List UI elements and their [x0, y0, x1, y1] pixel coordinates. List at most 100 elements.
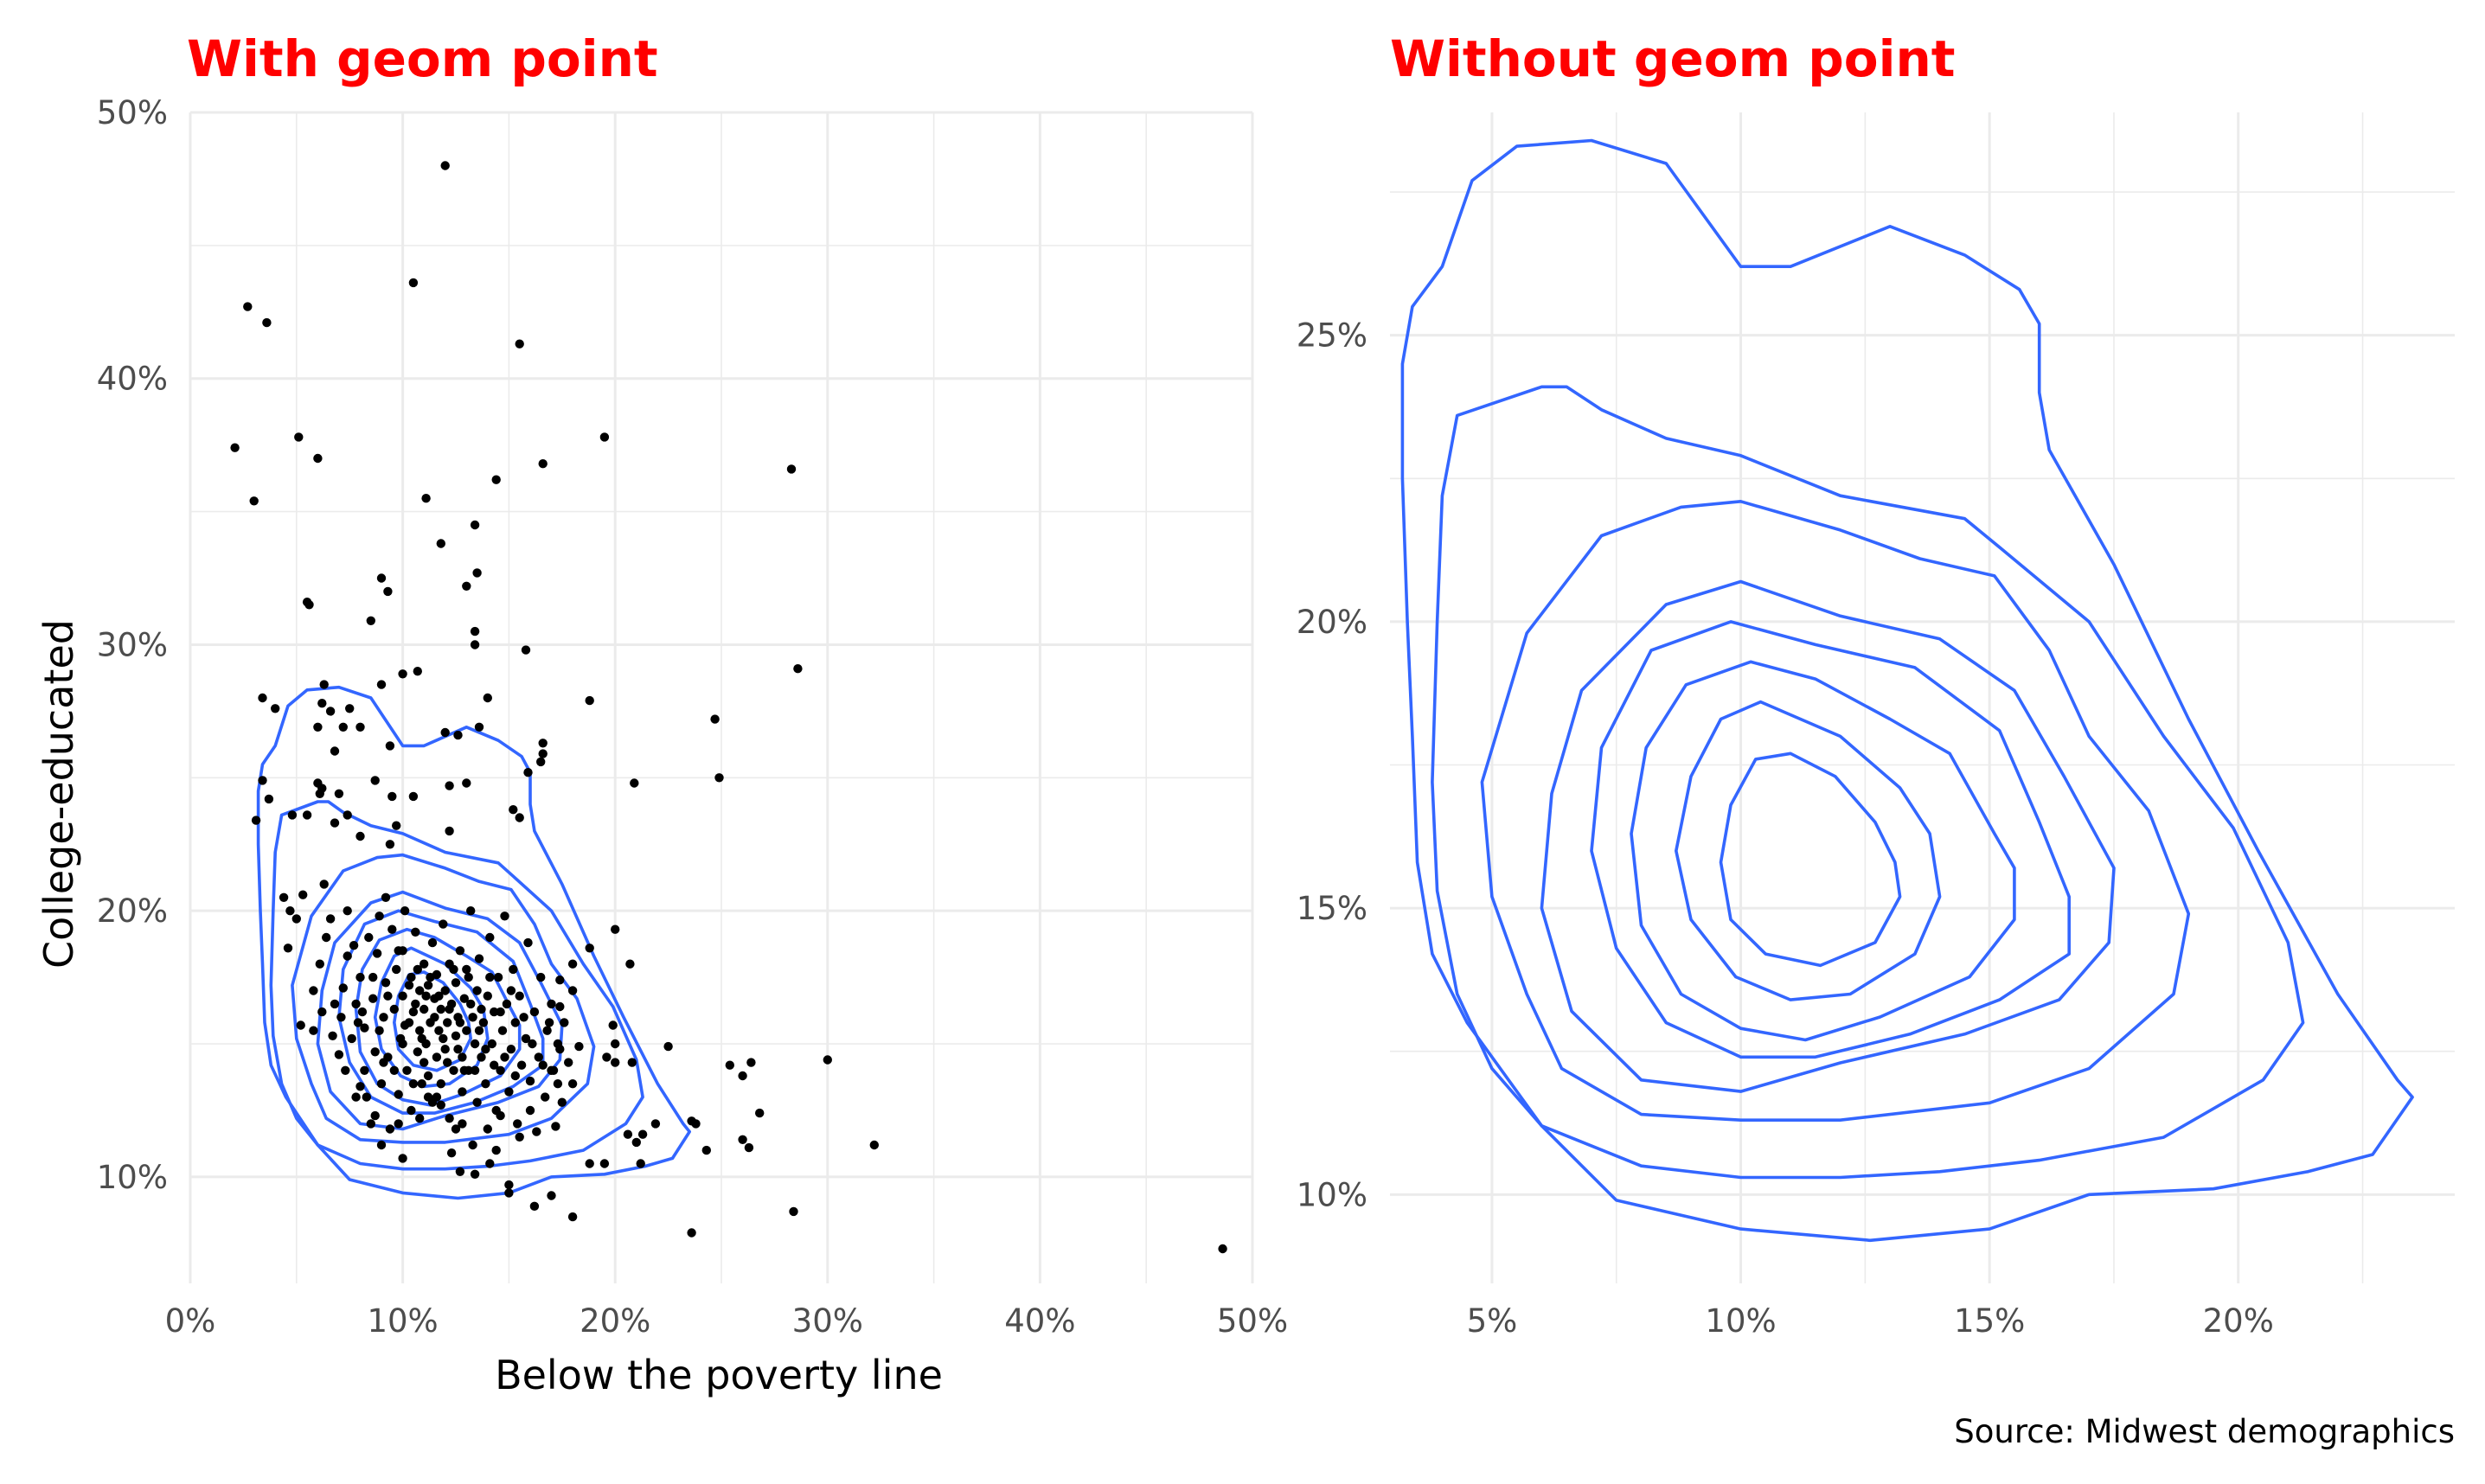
y-tick-label: 30%: [97, 626, 168, 663]
data-point: [496, 1007, 505, 1017]
data-point: [427, 937, 438, 948]
data-point: [449, 1065, 458, 1076]
data-point: [529, 1201, 540, 1212]
data-point: [283, 943, 293, 953]
data-point: [336, 1013, 346, 1022]
data-point: [398, 991, 407, 1001]
x-tick-label: 20%: [2203, 1302, 2274, 1340]
data-point: [466, 906, 476, 916]
data-point: [585, 943, 594, 953]
density-contour-3: [1630, 660, 2016, 1042]
data-point: [370, 1110, 380, 1121]
data-point: [343, 906, 352, 916]
data-point: [319, 880, 329, 889]
data-point: [468, 1140, 477, 1150]
data-point: [525, 1076, 535, 1086]
data-point: [485, 972, 495, 982]
data-point: [515, 813, 524, 822]
x-tick-label: 10%: [367, 1302, 438, 1340]
data-point: [420, 959, 429, 969]
data-point: [462, 964, 471, 975]
data-point: [432, 1052, 442, 1062]
data-point: [538, 1060, 548, 1070]
data-point: [555, 1045, 565, 1054]
data-point: [379, 1058, 388, 1067]
data-point: [400, 1020, 410, 1030]
data-point: [510, 1071, 520, 1081]
data-point: [515, 1132, 524, 1142]
data-point: [541, 1092, 550, 1102]
data-point: [385, 1124, 395, 1134]
data-point: [472, 986, 482, 995]
data-point: [426, 972, 435, 982]
x-tick-label: 50%: [1217, 1302, 1288, 1340]
data-point: [602, 1052, 612, 1062]
data-point: [714, 773, 724, 783]
data-point: [485, 1159, 495, 1168]
density-contour-5: [1540, 579, 2116, 1093]
y-tick-label: 10%: [97, 1159, 168, 1196]
data-point: [623, 1129, 633, 1139]
data-point: [477, 1004, 486, 1014]
data-point: [443, 1058, 452, 1067]
data-point: [521, 1033, 531, 1044]
data-point: [439, 1033, 448, 1044]
data-point: [650, 1119, 661, 1129]
data-point: [725, 1060, 734, 1070]
data-point: [823, 1055, 832, 1065]
data-point: [523, 768, 533, 777]
data-point: [370, 1047, 380, 1057]
data-point: [322, 932, 331, 943]
data-point: [398, 1039, 407, 1049]
data-point: [400, 906, 410, 916]
data-point: [472, 1097, 482, 1107]
data-point: [738, 1071, 747, 1081]
data-point: [328, 1031, 337, 1041]
data-point: [325, 914, 336, 924]
data-point: [504, 1188, 514, 1198]
data-point: [249, 496, 259, 506]
data-point: [407, 972, 416, 982]
data-point: [298, 890, 308, 899]
data-point: [755, 1108, 765, 1118]
panel-without-geom-point: 5% 10% 15% 20% 10% 15% 20% 25% Without geom po…: [1297, 29, 2455, 1340]
data-point: [443, 1018, 452, 1027]
y-tick-label: 25%: [1297, 317, 1367, 355]
data-point: [663, 1041, 673, 1052]
x-tick-label: 0%: [165, 1302, 216, 1340]
data-point: [701, 1145, 711, 1155]
data-point: [611, 1058, 620, 1067]
data-point: [455, 946, 465, 956]
data-point: [394, 946, 403, 956]
data-point: [453, 1045, 463, 1054]
data-point: [478, 1018, 489, 1027]
data-point: [279, 892, 289, 903]
data-point: [357, 1007, 368, 1017]
data-point: [313, 722, 323, 732]
data-point: [513, 1119, 522, 1129]
data-point: [474, 954, 484, 963]
data-point: [379, 1013, 388, 1022]
data-point: [366, 616, 375, 625]
data-point: [415, 1114, 425, 1123]
data-point: [330, 818, 340, 828]
data-point: [451, 1124, 461, 1134]
x-tick-label: 30%: [792, 1302, 863, 1340]
data-point: [611, 924, 620, 934]
data-point: [439, 919, 448, 929]
data-point: [462, 581, 471, 591]
data-point: [315, 959, 324, 969]
data-point: [555, 975, 565, 985]
data-point: [271, 704, 280, 713]
data-point: [506, 986, 516, 995]
data-point: [413, 667, 422, 676]
y-tick-label: 10%: [1297, 1176, 1367, 1213]
data-point: [398, 1154, 407, 1163]
data-point: [389, 1065, 399, 1076]
data-point: [458, 1087, 467, 1097]
data-point: [345, 704, 355, 713]
y-tick-label: 50%: [97, 94, 168, 131]
data-point: [417, 1033, 426, 1044]
data-point: [446, 1148, 457, 1158]
data-point: [515, 339, 524, 349]
